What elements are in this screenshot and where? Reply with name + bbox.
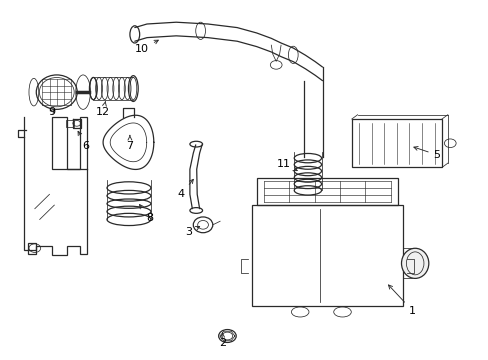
Ellipse shape	[401, 248, 428, 278]
Text: 10: 10	[135, 40, 158, 54]
Text: 2: 2	[219, 333, 225, 348]
Text: 9: 9	[48, 107, 55, 117]
Text: 7: 7	[126, 135, 133, 151]
Text: 8: 8	[139, 204, 153, 222]
Text: 12: 12	[96, 102, 110, 117]
Bar	[351, 119, 441, 167]
Text: 6: 6	[78, 131, 89, 151]
Text: 1: 1	[387, 285, 415, 316]
Bar	[256, 178, 397, 205]
Text: 4: 4	[177, 179, 193, 199]
Text: 11: 11	[276, 159, 297, 171]
Bar	[251, 205, 402, 306]
Text: 5: 5	[413, 147, 440, 160]
Bar	[65, 121, 74, 127]
Text: 3: 3	[184, 226, 199, 237]
